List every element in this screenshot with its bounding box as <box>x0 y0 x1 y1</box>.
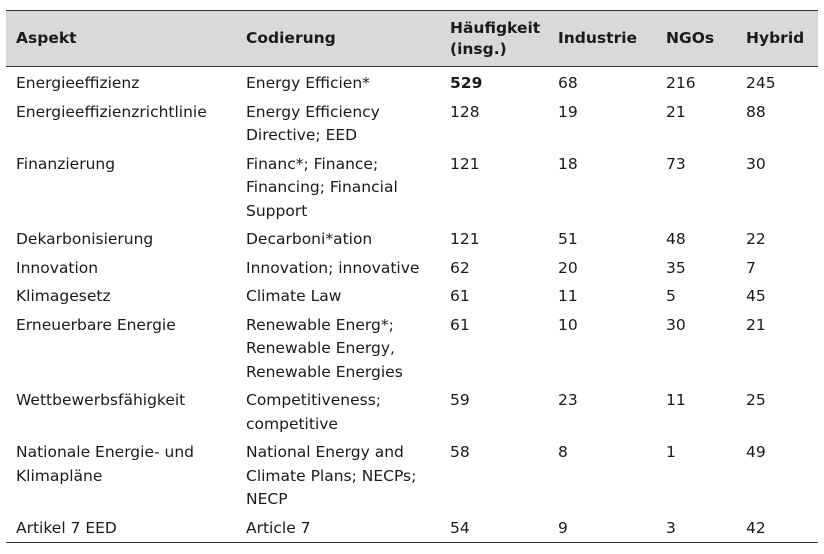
cell-industrie: 18 <box>558 154 578 173</box>
cell-hybrid: 25 <box>746 391 766 409</box>
cell-hybrid: 22 <box>746 230 766 248</box>
cell-industrie: 8 <box>558 443 568 461</box>
cell-codierung: National Energy and Climate Plans; NECPs… <box>246 443 417 508</box>
cell-haeufigkeit: 58 <box>450 443 470 461</box>
cell-haeufigkeit: 121 <box>450 230 480 248</box>
cell-hybrid: 42 <box>736 511 818 543</box>
cell-ngos: 1 <box>666 443 676 461</box>
cell-codierung: Innovation; innovative <box>246 258 420 277</box>
cell-aspekt: Finanzierung <box>16 154 116 173</box>
cell-aspekt: Energieeffizienzrichtlinie <box>16 102 207 121</box>
cell-codierung: Energy Efficiency Directive; EED <box>246 102 380 145</box>
cell-haeufigkeit: 61 <box>450 315 470 334</box>
cell-codierung: Energy Efficien* <box>246 74 370 92</box>
cell-haeufigkeit: 529 <box>450 74 483 92</box>
cell-industrie: 11 <box>558 287 578 305</box>
header-aspekt: Aspekt <box>6 10 236 67</box>
cell-hybrid: 21 <box>746 315 766 334</box>
cell-haeufigkeit: 62 <box>450 258 470 277</box>
cell-aspekt: Energieeffizienz <box>16 74 140 92</box>
table-body: Energieeffizienz Energy Efficien* 529 68… <box>6 67 818 543</box>
header-haeufigkeit: Häufigkeit (insg.) <box>440 10 548 67</box>
cell-aspekt: Klimagesetz <box>16 287 111 305</box>
table-row: Energieeffizienz Energy Efficien* 529 68… <box>6 67 818 96</box>
cell-aspekt: Innovation <box>16 258 99 277</box>
cell-hybrid: 7 <box>746 258 756 277</box>
cell-industrie: 68 <box>558 74 578 92</box>
cell-codierung: Decarboni*ation <box>246 230 373 248</box>
table-row: Innovation Innovation; innovative 62 20 … <box>6 252 818 281</box>
table-header: Aspekt Codierung Häufigkeit (insg.) Indu… <box>6 10 818 67</box>
header-codierung: Codierung <box>236 10 440 67</box>
header-industrie: Industrie <box>548 10 656 67</box>
cell-hybrid: 49 <box>746 443 766 461</box>
table-row: Wettbewerbsfähigkeit Competitiveness; co… <box>6 384 818 436</box>
frequency-table: Aspekt Codierung Häufigkeit (insg.) Indu… <box>6 10 818 543</box>
cell-aspekt: Erneuerbare Energie <box>16 315 176 334</box>
cell-haeufigkeit: 61 <box>450 287 470 305</box>
table-row: Klimagesetz Climate Law 61 11 5 45 <box>6 280 818 309</box>
cell-haeufigkeit: 121 <box>450 154 480 173</box>
cell-industrie: 9 <box>548 511 656 543</box>
cell-aspekt: Dekarbonisierung <box>16 230 154 248</box>
cell-industrie: 19 <box>558 102 578 121</box>
header-ngos: NGOs <box>656 10 736 67</box>
cell-aspekt: Wettbewerbsfähigkeit <box>16 391 186 409</box>
cell-ngos: 3 <box>656 511 736 543</box>
cell-industrie: 23 <box>558 391 578 409</box>
table-row: Dekarbonisierung Decarboni*ation 121 51 … <box>6 223 818 252</box>
cell-hybrid: 245 <box>746 74 776 92</box>
cell-haeufigkeit: 128 <box>450 102 480 121</box>
cell-hybrid: 45 <box>746 287 766 305</box>
table-row: Finanzierung Financ*; Finance; Financing… <box>6 148 818 224</box>
cell-ngos: 73 <box>666 154 686 173</box>
cell-industrie: 51 <box>558 230 578 248</box>
cell-ngos: 21 <box>666 102 686 121</box>
cell-haeufigkeit: 59 <box>450 391 470 409</box>
cell-ngos: 48 <box>666 230 686 248</box>
cell-aspekt: Nationale Energie- und Klimapläne <box>16 443 194 485</box>
cell-codierung: Financ*; Finance; Financing; Financial S… <box>246 154 398 220</box>
table-row: Erneuerbare Energie Renewable Energ*; Re… <box>6 309 818 385</box>
cell-hybrid: 30 <box>746 154 766 173</box>
cell-codierung: Renewable Energ*; Renewable Energy, Rene… <box>246 315 403 381</box>
header-row: Aspekt Codierung Häufigkeit (insg.) Indu… <box>6 10 818 67</box>
cell-ngos: 5 <box>666 287 676 305</box>
cell-ngos: 35 <box>666 258 686 277</box>
table-row: Nationale Energie- und Klimapläne Nation… <box>6 436 818 512</box>
header-hybrid: Hybrid <box>736 10 818 67</box>
table-row: Artikel 7 EED Article 7 54 9 3 42 <box>6 511 818 543</box>
table-row: Energieeffizienzrichtlinie Energy Effici… <box>6 96 818 148</box>
cell-industrie: 20 <box>558 258 578 277</box>
cell-codierung: Article 7 <box>236 511 440 543</box>
cell-ngos: 30 <box>666 315 686 334</box>
cell-codierung: Climate Law <box>246 287 342 305</box>
cell-aspekt: Artikel 7 EED <box>6 511 236 543</box>
cell-ngos: 216 <box>666 74 696 92</box>
cell-hybrid: 88 <box>746 102 766 121</box>
cell-ngos: 11 <box>666 391 686 409</box>
cell-industrie: 10 <box>558 315 578 334</box>
cell-haeufigkeit: 54 <box>440 511 548 543</box>
cell-codierung: Competitiveness; competitive <box>246 391 381 433</box>
